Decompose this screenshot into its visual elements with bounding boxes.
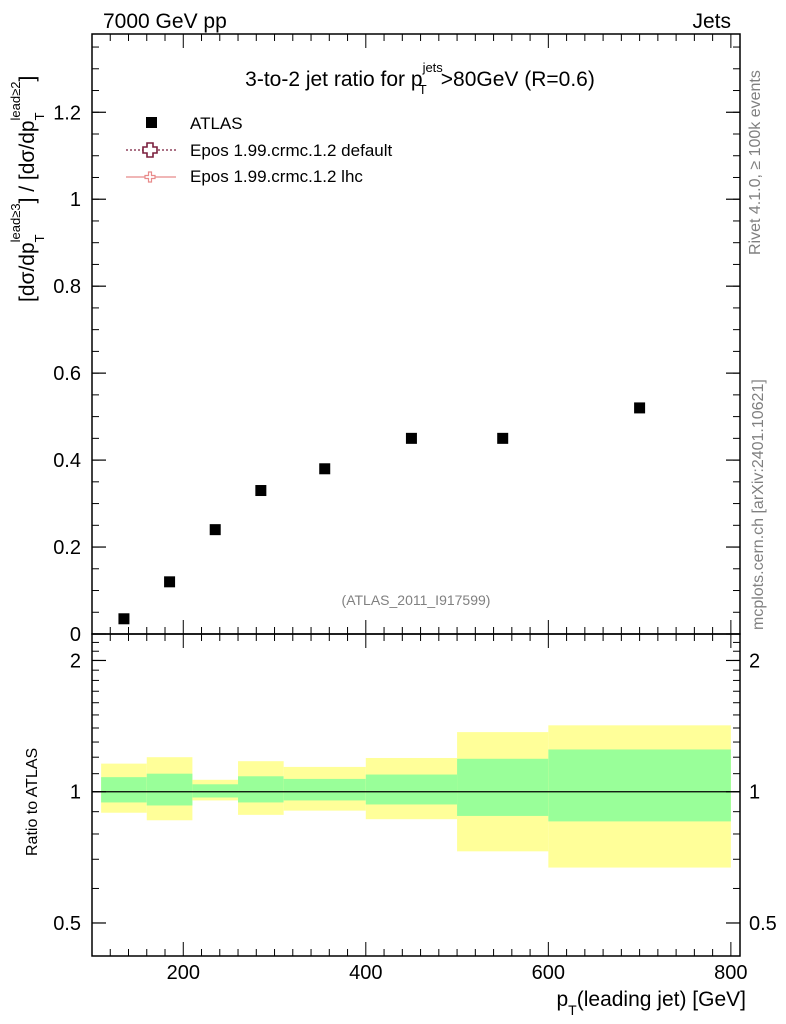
ratio-y-axis-label: Ratio to ATLAS [24, 748, 41, 856]
ratio-band-inner [457, 758, 549, 816]
rivet-label: Rivet 4.1.0, ≥ 100k events [747, 70, 764, 255]
main-y-axis-label: [dσ/dpTlead≥3] / [dσ/dpTlead≥2] [8, 76, 47, 302]
atlas-data-point [255, 485, 267, 497]
ratio-band-inner [192, 784, 239, 798]
legend-marker-atlas [146, 117, 157, 128]
ratio-y-tick-label-right: 1 [749, 782, 760, 804]
main-minor-ticks [91, 34, 740, 635]
ratio-y-tick-label: 1 [70, 782, 81, 804]
ratio-x-ticks: 200 400 600 800 [91, 634, 748, 984]
main-y-tick-label: 1 [70, 189, 81, 211]
ratio-band-inner [101, 777, 147, 803]
atlas-data-point [164, 576, 176, 588]
legend: ATLAS Epos 1.99.crmc.1.2 default Epos 1.… [126, 114, 393, 186]
atlas-data-point [319, 463, 331, 475]
main-y-tick-label: 0.6 [53, 363, 81, 385]
ratio-band-inner [365, 774, 458, 805]
mcplots-label: mcplots.cern.ch [arXiv:2401.10621] [750, 379, 767, 630]
atlas-data-point [118, 613, 130, 625]
ratio-frame [91, 633, 741, 957]
legend-label-atlas: ATLAS [190, 114, 243, 133]
legend-marker-default [142, 142, 158, 158]
x-tick-label: 800 [714, 962, 747, 984]
atlas-data-point [634, 402, 646, 414]
ratio-panel: 0.5 0.5 1 1 2 2 200 400 600 800 Ratio to ATLAS p… [24, 633, 777, 1018]
ratio-y-tick-label-right: 2 [749, 650, 760, 672]
ratio-band-inner [146, 773, 193, 806]
ratio-y-tick-label-right: 0.5 [749, 913, 777, 935]
legend-label-lhc: Epos 1.99.crmc.1.2 lhc [190, 167, 363, 186]
main-y-tick-label: 0.8 [53, 276, 81, 298]
main-y-tick-label: 1.2 [53, 102, 81, 124]
ratio-y-tick-label: 2 [70, 650, 81, 672]
x-tick-label: 600 [532, 962, 565, 984]
analysis-watermark: (ATLAS_2011_I917599) [342, 592, 491, 608]
ratio-band-inner [548, 749, 731, 822]
ratio-band-inner [238, 776, 284, 803]
ratio-y-tick-label: 0.5 [53, 913, 81, 935]
ratio-y-ticks: 0.5 0.5 1 1 2 2 [53, 650, 777, 935]
x-tick-label: 400 [349, 962, 382, 984]
ratio-bands [101, 725, 731, 868]
main-y-tick-label: 0 [70, 624, 81, 646]
atlas-data-point [405, 432, 417, 444]
atlas-data-point [209, 524, 221, 536]
main-panel: 0 0.2 0.4 0.6 0.8 1 1.2 3-to-2 jet ratio for p… [8, 33, 741, 646]
atlas-data-point [497, 432, 509, 444]
header-right: Jets [692, 10, 731, 33]
main-y-tick-label: 0.2 [53, 537, 81, 559]
main-y-ticks: 0 0.2 0.4 0.6 0.8 1 1.2 [53, 102, 740, 646]
legend-label-default: Epos 1.99.crmc.1.2 default [190, 141, 393, 160]
header-left: 7000 GeV pp [103, 10, 227, 33]
x-axis-label: pT(leading jet) [GeV] [556, 988, 746, 1018]
chart-title: 3-to-2 jet ratio for pjets T >80GeV (R=0.6… [245, 60, 595, 97]
main-y-tick-label: 0.4 [53, 450, 81, 472]
atlas-points [118, 402, 646, 625]
x-tick-label: 200 [167, 962, 200, 984]
legend-marker-lhc [144, 171, 156, 183]
ratio-band-inner [283, 778, 366, 801]
